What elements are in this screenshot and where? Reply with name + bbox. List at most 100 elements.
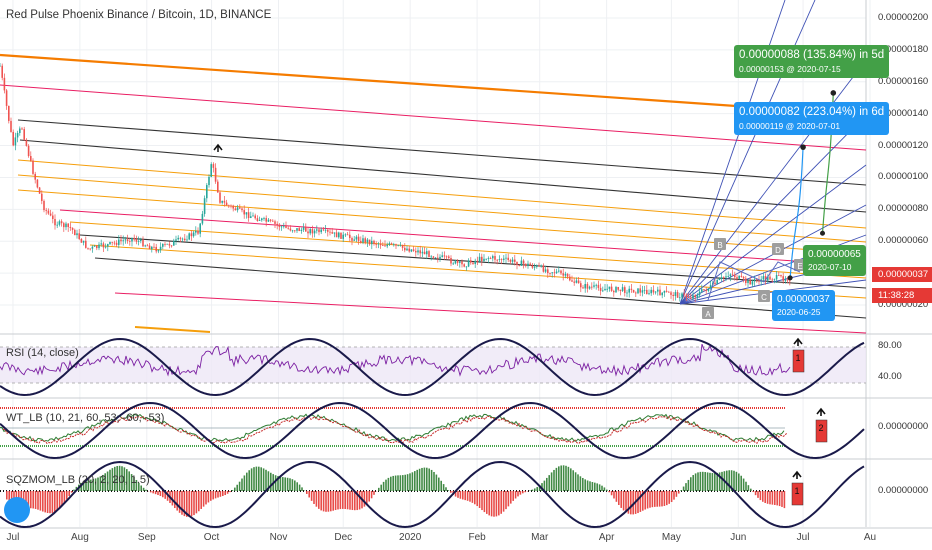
sqz-bar <box>584 479 586 491</box>
candle-body <box>267 219 270 222</box>
sqz-bar <box>433 471 435 491</box>
candle-body <box>368 239 371 245</box>
sqz-bar <box>284 477 286 491</box>
sqz-bar <box>514 491 517 499</box>
price-tick-label: 0.00000120 <box>878 139 929 151</box>
sqz-bar <box>274 475 277 491</box>
candle-body <box>500 259 503 261</box>
candle-body <box>38 187 41 194</box>
candle-body <box>588 286 591 289</box>
candle-body <box>441 255 443 257</box>
candle-body <box>619 289 622 291</box>
signal-label-sqz: 1 <box>794 486 799 496</box>
candle-body <box>399 244 402 246</box>
tradingview-logo-icon[interactable] <box>4 497 30 523</box>
pink-mid <box>59 209 867 267</box>
candle-body <box>10 120 12 132</box>
sqz-bar <box>224 491 226 496</box>
rsi-indicator-label[interactable]: RSI (14, close) <box>6 347 79 359</box>
candle-body <box>439 256 441 259</box>
candle-body <box>274 221 276 224</box>
candle-body <box>780 275 782 277</box>
candle-body <box>395 244 397 246</box>
target-callout-green[interactable]: 0.00000065 2020-07-10 <box>803 245 866 276</box>
candle-body <box>604 288 606 291</box>
sqz-bar <box>378 487 380 491</box>
sqz-bar <box>603 487 606 491</box>
candle-body <box>85 240 87 248</box>
candle-body <box>225 202 228 206</box>
sqz-indicator-label[interactable]: SQZMOM_LB (20, 2, 20, 1.5) <box>6 474 150 486</box>
candle-body <box>335 232 338 238</box>
price-tick-label: 0.00000060 <box>878 235 929 247</box>
sqz-bar <box>740 475 742 491</box>
sqz-bar <box>459 491 462 499</box>
candle-body <box>749 280 751 285</box>
sqz-bar <box>694 473 697 491</box>
candle-body <box>434 257 437 259</box>
target-callout-blue[interactable]: 0.00000037 2020-06-25 <box>772 290 835 321</box>
sqz-bar <box>555 467 558 491</box>
sqz-bar <box>783 491 786 509</box>
candle-body <box>725 276 727 278</box>
candle-body <box>109 241 111 245</box>
projection-origin-dot-1 <box>820 230 826 236</box>
candle-body <box>91 246 94 249</box>
sqz-bar <box>622 491 625 511</box>
candle-body <box>71 227 74 230</box>
sqz-bar <box>181 491 183 515</box>
sqz-bar <box>49 491 51 514</box>
sqz-bar <box>495 491 498 517</box>
candle-body <box>199 223 201 234</box>
candle-body <box>740 275 743 277</box>
sqz-bar <box>54 491 56 513</box>
candle-body <box>643 289 646 291</box>
wt-indicator-label[interactable]: WT_LB (10, 21, 60, 53, -60, -53) <box>6 412 165 424</box>
sqz-bar <box>301 487 303 491</box>
candle-body <box>571 280 573 282</box>
sqz-bar <box>699 471 702 491</box>
sqz-bar <box>610 491 613 496</box>
projection-target-dot-1 <box>830 90 837 96</box>
sqz-bar <box>267 471 270 491</box>
candle-body <box>126 239 129 241</box>
sqz-bar <box>637 491 639 514</box>
projection-callout-green[interactable]: 0.00000088 (135.84%) in 5d 0.00000153 @ … <box>734 45 890 78</box>
candle-body <box>762 276 765 280</box>
sqz-bar <box>380 484 382 491</box>
candle-body <box>25 139 28 146</box>
sqz-bar <box>754 491 757 496</box>
candle-body <box>162 243 164 247</box>
rsi-line <box>0 343 791 377</box>
sqz-bar <box>565 465 567 491</box>
candle-body <box>382 245 384 246</box>
sqz-bar <box>6 491 8 500</box>
sqz-bar <box>397 475 399 491</box>
candle-body <box>472 262 474 264</box>
candle-body <box>177 237 179 240</box>
pattern-label-D: D <box>775 246 781 255</box>
sqz-bar <box>363 491 366 507</box>
candle-body <box>54 218 56 226</box>
candle-body <box>373 240 375 244</box>
sqz-bar <box>500 491 502 514</box>
sqz-bar <box>296 482 298 491</box>
candle-body <box>256 218 259 221</box>
candle-body <box>287 227 289 229</box>
candle-body <box>212 164 215 168</box>
sqz-bar <box>260 467 262 491</box>
signal-arrow-wt <box>816 407 826 416</box>
candle-body <box>564 273 567 276</box>
candle-body <box>166 243 168 245</box>
sqz-bar <box>318 491 320 509</box>
fan-line-4 <box>679 164 867 305</box>
sqz-bar <box>762 491 764 502</box>
sqz-bar <box>502 491 505 512</box>
candle-body <box>245 212 248 215</box>
projection-callout-blue[interactable]: 0.00000082 (223.04%) in 6d 0.00000119 @ … <box>734 102 890 135</box>
candle-body <box>296 228 298 231</box>
spike-arrow-icon <box>213 143 223 152</box>
candle-body <box>135 239 138 242</box>
sqz-bar <box>241 478 243 491</box>
